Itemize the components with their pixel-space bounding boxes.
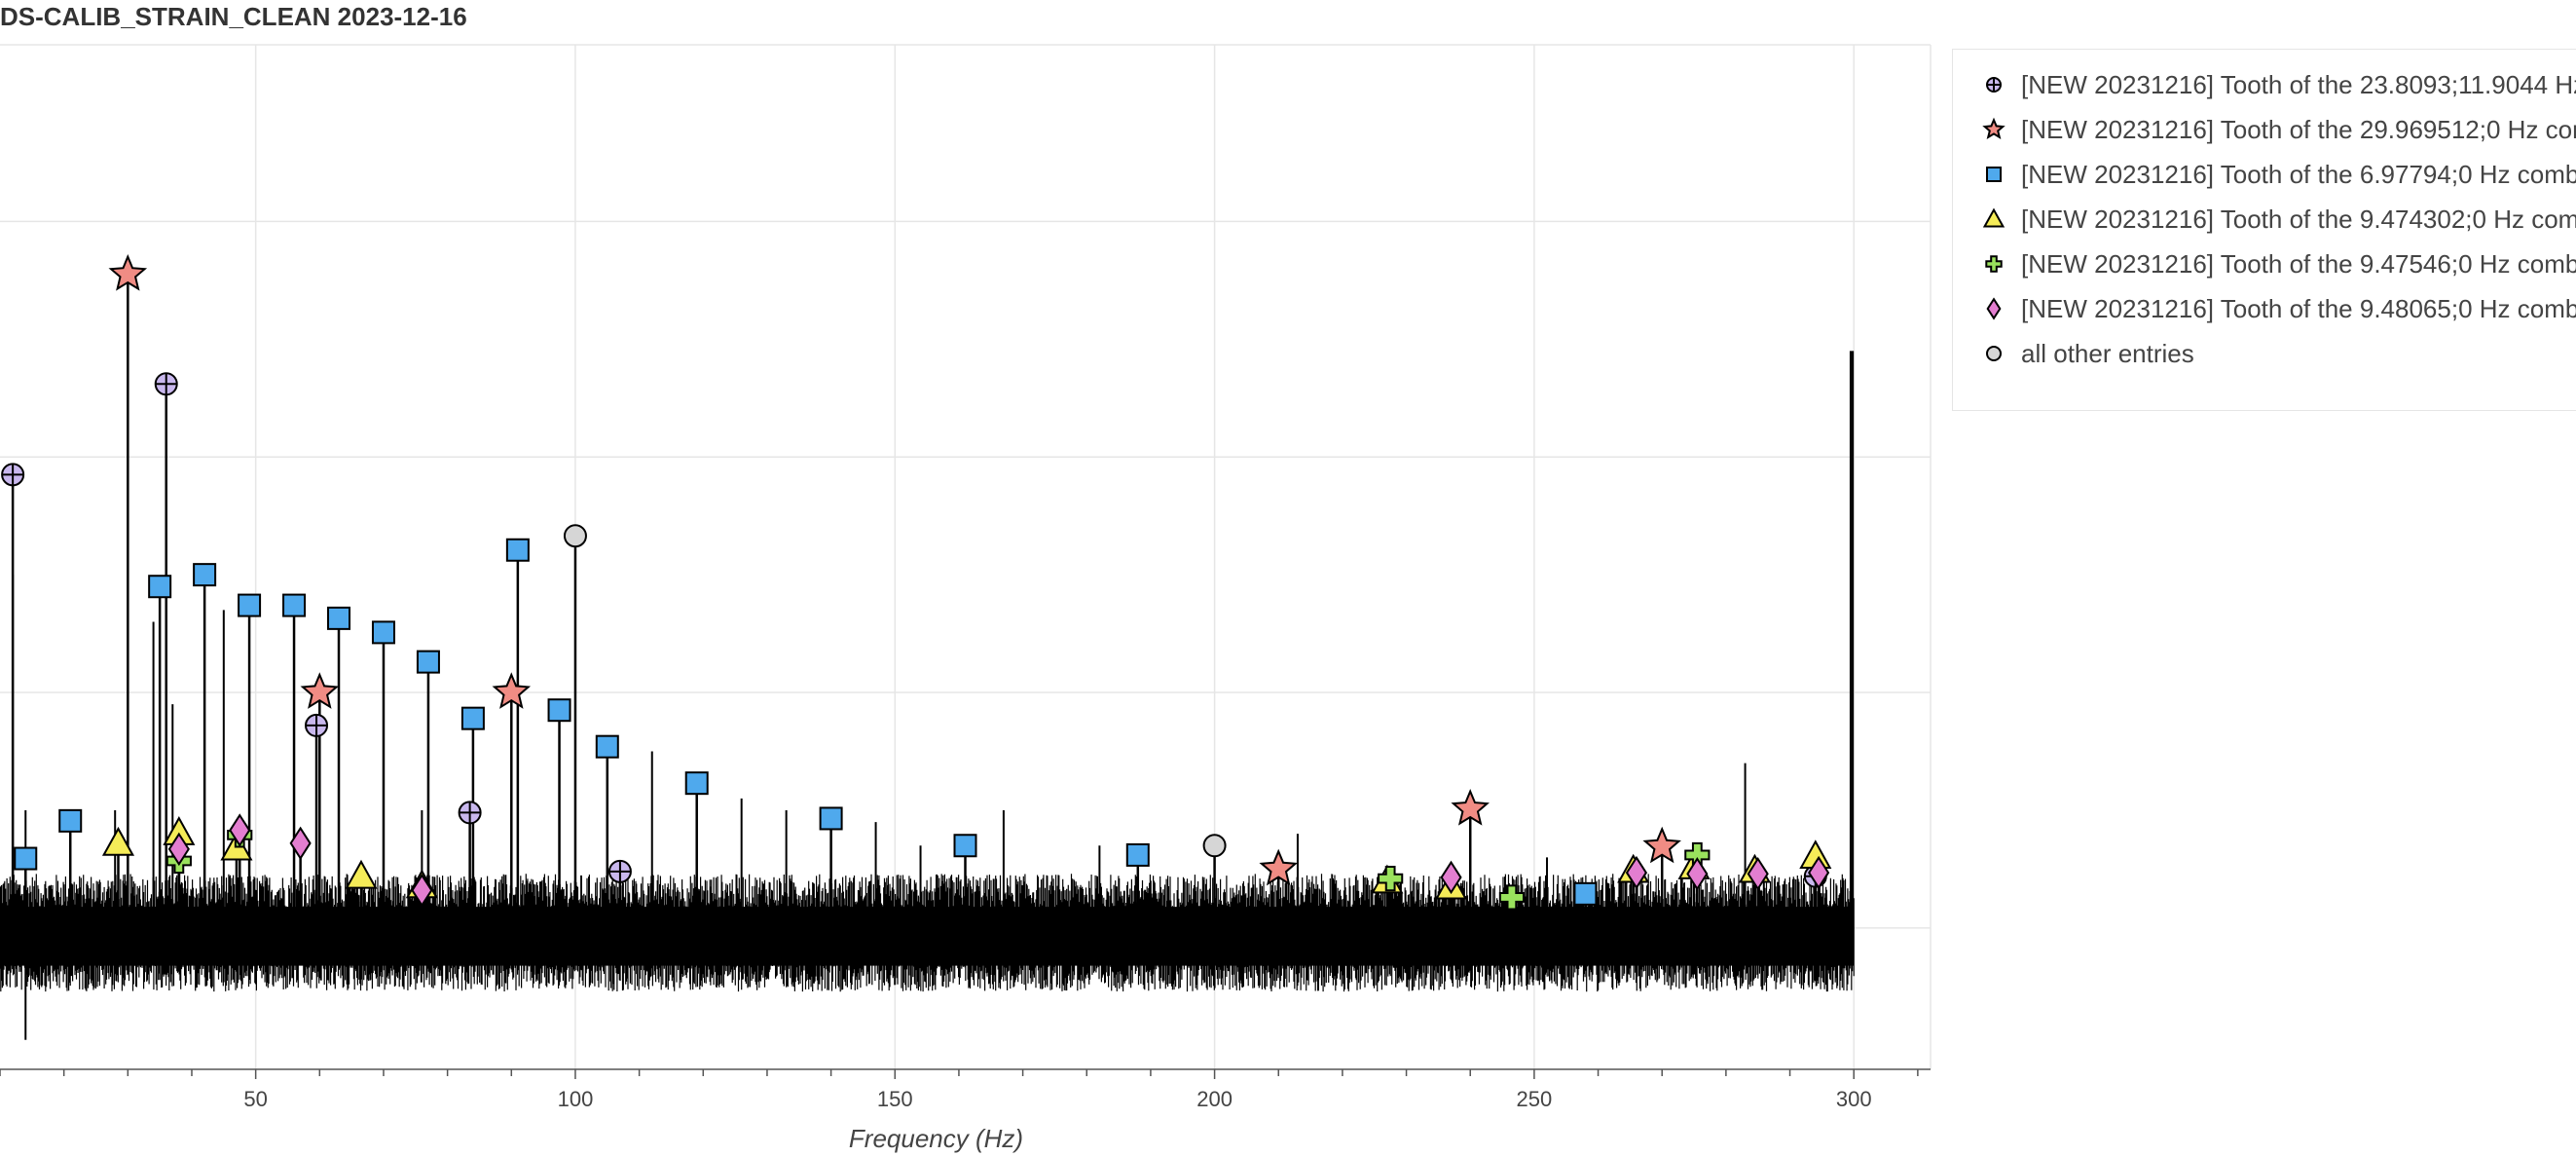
legend: [NEW 20231216] Tooth of the 23.8093;11.9… xyxy=(1952,49,2576,411)
legend-label: [NEW 20231216] Tooth of the 9.474302;0 H… xyxy=(2021,204,2576,234)
marker-square[interactable] xyxy=(460,706,485,730)
marker-square[interactable] xyxy=(1573,881,1598,906)
legend-item[interactable]: all other entries xyxy=(1980,334,2194,373)
marker-star[interactable] xyxy=(1259,848,1299,886)
x-tick-label: 50 xyxy=(243,1087,267,1111)
legend-item[interactable]: [NEW 20231216] Tooth of the 9.474302;0 H… xyxy=(1980,200,2576,239)
marker-square[interactable] xyxy=(547,698,571,723)
noise-band xyxy=(0,874,1855,1040)
marker-circle-cross[interactable] xyxy=(458,801,482,825)
marker-diamond[interactable] xyxy=(1808,855,1830,890)
x-tick-label: 250 xyxy=(1517,1087,1553,1111)
legend-glyph-shape[interactable] xyxy=(1986,77,2002,93)
marker-square[interactable] xyxy=(416,650,440,674)
noise-spikes xyxy=(12,351,1852,928)
legend-item[interactable]: [NEW 20231216] Tooth of the 29.969512;0 … xyxy=(1980,110,2576,149)
legend-item[interactable]: [NEW 20231216] Tooth of the 23.8093;11.9… xyxy=(1980,65,2576,104)
legend-item[interactable]: [NEW 20231216] Tooth of the 9.48065;0 Hz… xyxy=(1980,289,2576,328)
marker-square[interactable] xyxy=(282,593,307,617)
marker-diamond[interactable] xyxy=(411,873,433,908)
legend-diamond-icon xyxy=(1986,297,2002,320)
marker-diamond[interactable] xyxy=(1625,855,1648,890)
x-axis-label: Frequency (Hz) xyxy=(849,1124,1023,1153)
marker-triangle[interactable] xyxy=(345,859,378,889)
chart-plot[interactable]: 50 100 150 200 250 300 Frequency (Hz) xyxy=(0,0,1937,1156)
legend-item[interactable]: [NEW 20231216] Tooth of the 6.97794;0 Hz… xyxy=(1980,155,2576,194)
legend-label: [NEW 20231216] Tooth of the 29.969512;0 … xyxy=(2021,114,2576,144)
legend-label: [NEW 20231216] Tooth of the 9.48065;0 Hz… xyxy=(2021,293,2576,323)
legend-glyph-shape[interactable] xyxy=(1985,255,2003,273)
x-axis: 50 100 150 200 250 300 Frequency (Hz) xyxy=(0,1068,1931,1153)
legend-circle-cross-icon xyxy=(1986,77,2002,93)
marker-plus[interactable] xyxy=(1498,884,1526,911)
marker-circle-cross[interactable] xyxy=(607,859,632,883)
legend-star-icon xyxy=(1982,117,2006,140)
marker-circle-cross[interactable] xyxy=(1,463,25,487)
chart-title: DS-CALIB_STRAIN_CLEAN 2023-12-16 xyxy=(0,2,467,31)
legend-label: [NEW 20231216] Tooth of the 6.97794;0 Hz… xyxy=(2021,159,2576,189)
marker-circle[interactable] xyxy=(563,524,587,548)
marker-star[interactable] xyxy=(492,672,532,709)
marker-star[interactable] xyxy=(108,253,148,291)
marker-star[interactable] xyxy=(1451,789,1490,826)
legend-label: [NEW 20231216] Tooth of the 9.47546;0 Hz… xyxy=(2021,248,2576,279)
marker-diamond[interactable] xyxy=(1440,860,1462,895)
legend-item[interactable]: [NEW 20231216] Tooth of the 9.47546;0 Hz… xyxy=(1980,244,2576,283)
marker-square[interactable] xyxy=(505,538,530,562)
marker-square[interactable] xyxy=(953,834,977,858)
legend-glyph-shape[interactable] xyxy=(1982,117,2006,140)
marker-square[interactable] xyxy=(1125,842,1150,867)
marker-diamond[interactable] xyxy=(229,813,251,847)
legend-plus-icon xyxy=(1985,255,2003,273)
legend-glyph-shape[interactable] xyxy=(1982,207,2006,228)
marker-square[interactable] xyxy=(58,808,83,833)
marker-diamond[interactable] xyxy=(1747,857,1769,891)
legend-triangle-icon xyxy=(1982,207,2006,228)
marker-square[interactable] xyxy=(371,620,395,645)
marker-diamond[interactable] xyxy=(167,832,190,867)
marker-square[interactable] xyxy=(193,563,217,587)
x-tick-label: 200 xyxy=(1196,1087,1233,1111)
marker-diamond[interactable] xyxy=(289,826,312,861)
marker-square[interactable] xyxy=(819,806,843,831)
marker-circle[interactable] xyxy=(1202,834,1227,858)
marker-plus[interactable] xyxy=(1378,866,1404,892)
legend-glyph-shape[interactable] xyxy=(1986,167,2002,182)
legend-glyph-shape[interactable] xyxy=(1986,346,2002,361)
marker-square[interactable] xyxy=(148,575,172,599)
legend-label: [NEW 20231216] Tooth of the 23.8093;11.9… xyxy=(2021,69,2576,99)
legend-square-icon xyxy=(1986,167,2002,182)
marker-circle-cross[interactable] xyxy=(154,372,178,396)
legend-circle-icon xyxy=(1986,346,2002,361)
marker-circle-cross[interactable] xyxy=(305,713,329,737)
marker-square[interactable] xyxy=(327,606,351,630)
legend-label: all other entries xyxy=(2021,338,2194,368)
marker-triangle[interactable] xyxy=(101,826,135,856)
marker-square[interactable] xyxy=(595,734,619,759)
marker-diamond[interactable] xyxy=(1686,857,1709,891)
x-tick-label: 100 xyxy=(558,1087,594,1111)
x-tick-label: 150 xyxy=(877,1087,913,1111)
marker-square[interactable] xyxy=(684,771,709,796)
legend-glyph-shape[interactable] xyxy=(1986,297,2002,320)
x-tick-label: 300 xyxy=(1836,1087,1872,1111)
marker-square[interactable] xyxy=(238,593,262,617)
marker-star[interactable] xyxy=(300,672,340,709)
comb-markers[interactable] xyxy=(1,253,1832,911)
noise-trace xyxy=(0,874,1855,992)
marker-square[interactable] xyxy=(14,846,38,871)
marker-star[interactable] xyxy=(1642,826,1681,864)
